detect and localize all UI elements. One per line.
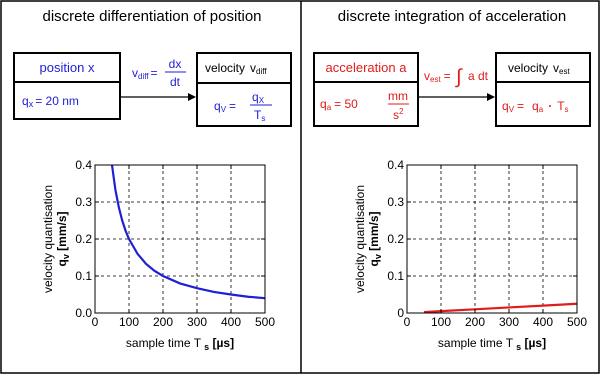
y-tick-label: 0.3 xyxy=(387,195,404,209)
x-axis-label: sample time T s [µs] xyxy=(438,336,546,352)
x-tick-label: 300 xyxy=(187,315,207,329)
y-tick-label: 0.4 xyxy=(75,158,92,172)
svg-text:qX: qX xyxy=(252,90,265,105)
diff-formula: vdiff = dx dt xyxy=(132,57,186,89)
y-axis-label-2: qv [mm/s] xyxy=(55,211,71,266)
y-tick-label: 0.1 xyxy=(75,269,92,283)
chart-right: 0 100 200 300 400 500 0 0.1 0.2 0.3 0.4 sample time… xyxy=(353,158,587,352)
svg-text:dx: dx xyxy=(169,57,182,71)
position-quant: qx = 20 nm xyxy=(22,94,79,109)
chart-left: 0 100 200 300 400 500 0.0 0.1 0.2 0.3 0.4 sample ti… xyxy=(41,158,275,352)
svg-text:vest=: vest = xyxy=(424,69,451,84)
y-tick-label: 0 xyxy=(397,306,404,320)
svg-text:a dt: a dt xyxy=(468,69,489,83)
y-axis-label: velocity quantisation xyxy=(353,185,367,293)
x-tick-label: 200 xyxy=(153,315,173,329)
y-tick-label: 0.2 xyxy=(387,232,404,246)
svg-text:vdiff=: vdiff = xyxy=(132,66,158,81)
right-title: discrete integration of acceleration xyxy=(338,8,566,25)
x-tick-label: 500 xyxy=(567,315,587,329)
x-tick-label: 100 xyxy=(119,315,139,329)
series-line-0 xyxy=(423,302,578,314)
svg-text:qa= 50: qa = 50 xyxy=(320,97,358,112)
left-panel: discrete differentiation of position pos… xyxy=(13,8,292,352)
svg-text:qV=: qV = xyxy=(214,99,236,114)
x-tick-label: 300 xyxy=(499,315,519,329)
int-formula: vest = ∫ a dt xyxy=(424,66,489,88)
y-tick-label: 0.1 xyxy=(387,269,404,283)
x-tick-label: 400 xyxy=(221,315,241,329)
x-tick-label: 500 xyxy=(255,315,275,329)
acceleration-label: acceleration a xyxy=(326,60,408,75)
y-tick-label: 0.4 xyxy=(387,158,404,172)
y-tick-label: 0.2 xyxy=(75,232,92,246)
svg-text:mm: mm xyxy=(388,89,408,103)
svg-text:Ts: Ts xyxy=(254,108,265,123)
y-axis-label-2: qv [mm/s] xyxy=(367,211,383,266)
velocity-est-box: velocity vest qV = qa · Ts xyxy=(495,52,591,127)
velocity-diff-label: velocity vdiff xyxy=(205,61,267,76)
left-title: discrete differentiation of position xyxy=(42,8,261,25)
svg-text:qV=qa·Ts: qV = qa · Ts xyxy=(502,99,569,114)
right-panel: discrete integration of acceleration acc… xyxy=(313,8,591,352)
svg-text:s2: s2 xyxy=(393,107,404,122)
x-tick-label: 0 xyxy=(404,315,411,329)
velocity-diff-box: velocity vdiff qV = qX Ts xyxy=(196,52,292,127)
y-tick-label: 0.3 xyxy=(75,195,92,209)
x-tick-label: 0 xyxy=(92,315,99,329)
x-tick-label: 100 xyxy=(431,315,451,329)
y-tick-label: 0.0 xyxy=(75,306,92,320)
velocity-est-label: velocity vest xyxy=(508,61,570,76)
x-tick-label: 200 xyxy=(465,315,485,329)
y-axis-label: velocity quantisation xyxy=(41,185,55,293)
acceleration-box: acceleration a qa = 50 mm s2 xyxy=(313,52,419,127)
x-tick-label: 400 xyxy=(533,315,553,329)
x-axis-label: sample time T s [µs] xyxy=(126,336,234,352)
svg-text:dt: dt xyxy=(170,75,181,89)
svg-text:∫: ∫ xyxy=(455,66,463,88)
series-line-0 xyxy=(110,164,266,300)
position-box: position x qx = 20 nm xyxy=(13,52,121,120)
position-label: position x xyxy=(40,60,95,75)
